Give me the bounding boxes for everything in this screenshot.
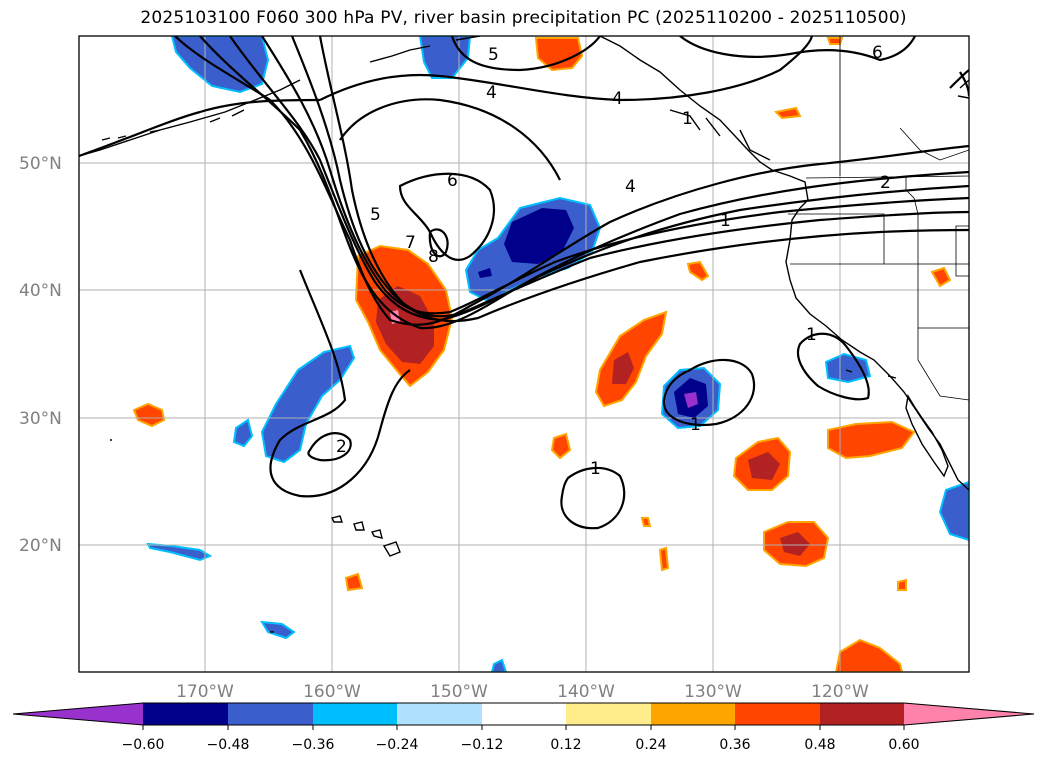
coastlines [79,36,969,491]
colorbar-segment [228,703,313,725]
colorbar-tick-label: −0.24 [376,737,419,753]
colorbar-tick-label: 0.12 [550,737,581,753]
contour-label: 8 [428,247,439,267]
contour-label: 1 [720,211,731,231]
lon-label-120w: 120°W [811,682,869,702]
borders [788,36,969,401]
colorbar-segment [143,703,228,725]
lon-label-170w: 170°W [176,682,234,702]
contour-label: 5 [370,205,381,225]
colorbar-segment [735,703,820,725]
colorbar-tick-label: 0.36 [719,737,750,753]
contour-label: 4 [486,83,497,103]
colorbar-tick-label: 0.60 [888,737,919,753]
colorbar-tick-label: 0.24 [635,737,666,753]
lat-label-20n: 20°N [19,536,62,556]
colorbar-segment [820,703,904,725]
colorbar-segment [566,703,651,725]
colorbar: −0.60 −0.48 −0.36 −0.24 −0.12 0.12 0.24 … [12,702,1035,753]
lon-label-150w: 150°W [430,682,488,702]
colorbar-tick-label: −0.60 [122,737,165,753]
map-area: 4 4 5 6 5 7 8 4 1 6 2 1 1 2 1 1 [79,36,969,672]
lon-label-140w: 140°W [557,682,615,702]
colorbar-ticks [142,725,905,730]
pv-contours [79,36,969,530]
contour-label: 4 [612,89,623,109]
colorbar-segment [397,703,482,725]
islands [110,439,401,633]
colorbar-segment [651,703,735,725]
colorbar-tick-label: 0.48 [804,737,835,753]
gridlines [79,36,969,672]
longitude-labels: 170°W 160°W 150°W 140°W 130°W 120°W [176,682,869,702]
colorbar-left-extension [13,703,143,725]
lat-label-30n: 30°N [19,409,62,429]
latitude-labels: 50°N 40°N 30°N 20°N [19,154,62,556]
contour-label: 2 [880,173,891,193]
contour-label: 1 [690,415,701,435]
contour-label: 1 [590,459,601,479]
contour-label: 1 [806,325,817,345]
pv-contour-labels: 4 4 5 6 5 7 8 4 1 6 2 1 1 2 1 1 [336,43,891,479]
contour-label: 4 [625,177,636,197]
colorbar-tick-label: −0.36 [292,737,335,753]
lat-label-50n: 50°N [19,154,62,174]
colorbar-tick-label: −0.12 [461,737,504,753]
map-frame [78,35,970,673]
lon-label-160w: 160°W [303,682,361,702]
colorbar-right-extension [904,703,1034,725]
positive-precip-shading [132,37,952,672]
colorbar-segment [482,703,566,725]
contour-label: 6 [872,43,883,63]
lon-label-130w: 130°W [684,682,742,702]
colorbar-segment [313,703,397,725]
negative-precip-shading [146,36,969,672]
lat-label-40n: 40°N [19,281,62,301]
map-title: 2025103100 F060 300 hPa PV, river basin … [140,8,907,28]
colorbar-tick-label: −0.48 [207,737,250,753]
contour-label: 6 [447,171,458,191]
contour-label: 7 [405,233,416,253]
contour-label: 2 [336,437,347,457]
contour-label: 1 [682,109,693,129]
contour-label: 5 [488,45,499,65]
